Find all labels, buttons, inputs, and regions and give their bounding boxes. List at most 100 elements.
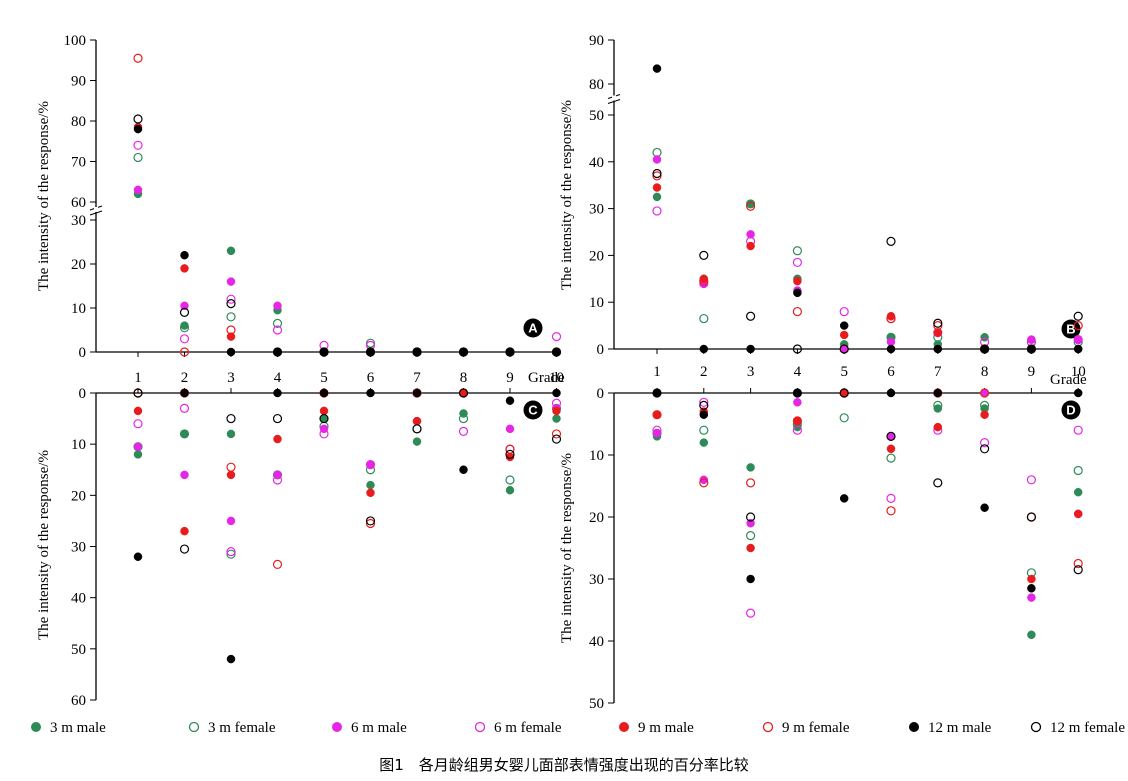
point-6-m-male bbox=[746, 518, 755, 528]
point-9-m-male bbox=[1073, 509, 1083, 519]
x-tick-label: 8 bbox=[981, 364, 989, 380]
point-12-m-female bbox=[133, 388, 143, 398]
x-tick-label: 2 bbox=[181, 370, 189, 386]
point-6-m-male bbox=[226, 277, 236, 286]
point-6-m-male bbox=[1027, 593, 1036, 602]
point-12-m-male bbox=[933, 344, 943, 354]
point-3-m-male bbox=[980, 333, 989, 342]
point-9-m-female bbox=[226, 462, 236, 472]
x-tick-label: 7 bbox=[413, 370, 421, 386]
point-3-m-female bbox=[792, 246, 803, 256]
legend-marker bbox=[762, 721, 774, 733]
point-12-m-female bbox=[652, 388, 662, 398]
point-12-m-female bbox=[226, 299, 236, 309]
point-3-m-male bbox=[226, 246, 236, 256]
point-12-m-female bbox=[179, 544, 190, 554]
point-12-m-female bbox=[505, 449, 515, 459]
point-3-m-female bbox=[699, 313, 709, 324]
point-12-m-male bbox=[746, 344, 755, 354]
point-12-m-male bbox=[412, 388, 422, 398]
point-3-m-female bbox=[226, 549, 236, 559]
y-axis-label: The intensity of the response/% bbox=[36, 450, 52, 640]
point-12-m-male bbox=[319, 388, 329, 398]
points bbox=[133, 388, 562, 664]
point-9-m-female bbox=[505, 444, 515, 454]
point-9-m-male bbox=[933, 328, 943, 337]
point-12-m-female bbox=[133, 114, 143, 124]
point-9-m-male bbox=[180, 526, 189, 536]
y-axis-break-gap bbox=[612, 95, 616, 101]
y-axis-label: The intensity of the response/% bbox=[559, 100, 575, 290]
y-tick-label: 30 bbox=[589, 572, 604, 588]
x-tick-label: 3 bbox=[747, 364, 755, 380]
y-tick-label: 10 bbox=[589, 448, 604, 464]
x-tick-label: 2 bbox=[700, 364, 708, 380]
point-6-m-female bbox=[272, 475, 283, 485]
y-tick-label: 10 bbox=[71, 301, 86, 317]
legend-item: 12 m female bbox=[1030, 720, 1125, 736]
point-6-m-male bbox=[699, 475, 709, 485]
y-tick-label: 40 bbox=[589, 155, 604, 171]
point-6-m-male bbox=[226, 516, 236, 526]
point-12-m-male bbox=[839, 494, 849, 503]
point-12-m-male bbox=[133, 124, 143, 134]
point-3-m-female bbox=[226, 312, 236, 322]
point-6-m-female bbox=[179, 403, 190, 413]
point-3-m-female bbox=[745, 530, 756, 541]
point-6-m-female bbox=[551, 332, 562, 342]
point-3-m-female bbox=[505, 475, 515, 485]
point-9-m-male bbox=[746, 543, 755, 553]
point-12-m-female bbox=[1073, 565, 1083, 575]
point-12-m-female bbox=[551, 434, 562, 444]
x-axis-label: Grade bbox=[1050, 372, 1087, 388]
point-12-m-male bbox=[273, 388, 282, 398]
legend-item: 9 m male bbox=[619, 720, 694, 736]
points bbox=[652, 388, 1083, 640]
point-12-m-male bbox=[1073, 344, 1083, 354]
point-9-m-male bbox=[886, 444, 896, 454]
y-tick-label: 30 bbox=[589, 202, 604, 218]
point-6-m-female bbox=[272, 325, 283, 335]
point-3-m-female bbox=[458, 413, 469, 424]
point-3-m-female bbox=[272, 318, 283, 328]
point-12-m-female bbox=[365, 516, 376, 526]
legend-label: 3 m female bbox=[208, 720, 276, 736]
point-3-m-male bbox=[226, 429, 236, 439]
point-9-m-female bbox=[792, 306, 803, 317]
point-9-m-male bbox=[552, 406, 561, 416]
points bbox=[652, 64, 1083, 354]
legend-item: 6 m male bbox=[332, 720, 407, 736]
point-12-m-male bbox=[652, 64, 662, 73]
legend-marker bbox=[619, 722, 629, 732]
point-3-m-male bbox=[699, 438, 709, 447]
legend-label: 9 m male bbox=[638, 720, 694, 736]
point-12-m-female bbox=[886, 431, 896, 441]
point-9-m-male bbox=[226, 332, 236, 341]
legend-item: 3 m female bbox=[188, 720, 276, 736]
point-12-m-female bbox=[745, 311, 756, 321]
legend-label: 3 m male bbox=[50, 720, 106, 736]
point-9-m-male bbox=[980, 410, 989, 419]
point-12-m-male bbox=[226, 654, 236, 664]
point-3-m-male bbox=[1073, 487, 1083, 497]
x-tick-label: 7 bbox=[934, 364, 942, 380]
point-12-m-male bbox=[793, 288, 802, 298]
point-6-m-female bbox=[133, 140, 143, 150]
point-12-m-male bbox=[133, 552, 143, 561]
point-6-m-female bbox=[458, 426, 469, 436]
legend-label: 6 m female bbox=[494, 720, 562, 736]
y-tick-label: 90 bbox=[71, 74, 86, 90]
point-9-m-male bbox=[366, 488, 375, 498]
point-9-m-female bbox=[365, 518, 376, 529]
y-tick-label: 40 bbox=[589, 634, 604, 650]
y-tick-label: 10 bbox=[71, 437, 86, 453]
point-12-m-female bbox=[886, 236, 896, 246]
point-12-m-female bbox=[272, 413, 283, 424]
legend-item: 6 m female bbox=[474, 720, 562, 736]
point-3-m-female bbox=[133, 152, 143, 163]
point-12-m-female bbox=[551, 347, 562, 357]
y-tick-label: 50 bbox=[71, 642, 86, 658]
x-tick-label: 5 bbox=[840, 364, 848, 380]
point-6-m-male bbox=[180, 301, 189, 311]
point-12-m-female bbox=[745, 512, 756, 522]
